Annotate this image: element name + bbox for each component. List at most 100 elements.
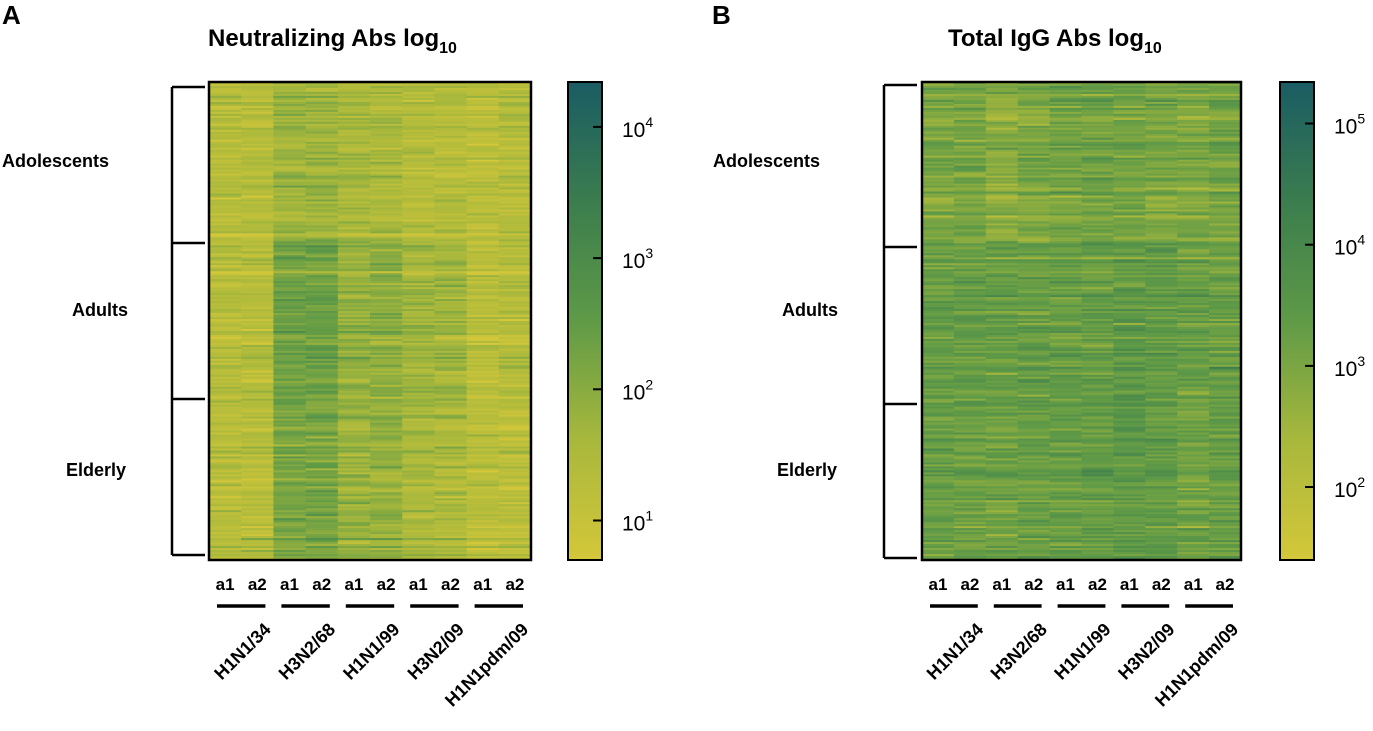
heatmap-cell [209, 396, 242, 400]
heatmap-cell [1177, 99, 1210, 103]
heatmap-cell [922, 530, 955, 533]
heatmap-cell [1113, 358, 1146, 362]
heatmap-cell [305, 398, 339, 402]
heatmap-cell [370, 368, 403, 372]
heatmap-cell [273, 83, 307, 87]
heatmap-cell [305, 390, 339, 394]
heatmap-cell [498, 217, 532, 221]
heatmap-cell [370, 554, 403, 557]
heatmap-cell [953, 466, 987, 469]
heatmap-cell [241, 524, 274, 527]
heatmap-cell [1081, 319, 1114, 322]
heatmap-cell [434, 85, 468, 89]
heatmap-cell [1209, 167, 1242, 171]
heatmap-cell [305, 285, 339, 288]
heatmap-cell [337, 344, 371, 348]
heatmap-cell [1049, 321, 1083, 324]
heatmap-cell [1113, 492, 1146, 495]
heatmap-cell [1049, 414, 1083, 418]
heatmap-cell [1145, 125, 1178, 129]
heatmap-cell [1209, 265, 1242, 268]
heatmap-cell [953, 460, 987, 464]
heatmap-cell [1209, 115, 1242, 119]
heatmap-cell [922, 480, 955, 483]
heatmap-cell [1017, 450, 1051, 454]
column-label: a2 [248, 575, 267, 594]
heatmap-cell [498, 358, 532, 362]
heatmap-cell [985, 332, 1019, 336]
heatmap-cell [337, 328, 371, 332]
heatmap-cell [434, 95, 468, 99]
panel-a-column-labels: a1 a2 a1 a2 a1 a2 a1 a2 a1 a2 [216, 575, 525, 594]
heatmap-cell [1049, 334, 1083, 338]
heatmap-cell [985, 498, 1019, 501]
heatmap-cell [985, 163, 1019, 167]
heatmap-cell [1145, 454, 1178, 458]
heatmap-cell [305, 297, 339, 300]
heatmap-cell [1017, 344, 1051, 348]
heatmap-cell [922, 368, 955, 372]
heatmap-cell [370, 205, 403, 209]
heatmap-cell [1081, 492, 1114, 495]
heatmap-cell [209, 82, 242, 85]
heatmap-cell [1209, 205, 1242, 209]
heatmap-cell [209, 123, 242, 127]
heatmap-cell [922, 299, 955, 302]
heatmap-cell [1113, 542, 1146, 545]
heatmap-cell [1177, 442, 1210, 446]
heatmap-cell [985, 193, 1019, 197]
heatmap-cell [402, 293, 435, 296]
heatmap-cell [1049, 309, 1083, 312]
heatmap-cell [1049, 203, 1083, 207]
heatmap-cell [1145, 428, 1178, 432]
heatmap-cell [273, 277, 307, 280]
heatmap-cell [985, 321, 1019, 324]
heatmap-cell [466, 145, 500, 149]
heatmap-cell [241, 428, 274, 432]
heatmap-cell [985, 396, 1019, 400]
heatmap-cell [273, 458, 307, 462]
heatmap-cell [985, 287, 1019, 290]
heatmap-cell [1209, 522, 1242, 525]
heatmap-cell [434, 233, 468, 236]
heatmap-cell [370, 179, 403, 183]
heatmap-cell [498, 378, 532, 382]
heatmap-cell [1209, 82, 1242, 85]
heatmap-cell [1081, 249, 1114, 252]
heatmap-cell [1113, 488, 1146, 491]
heatmap-cell [922, 456, 955, 460]
heatmap-cell [953, 456, 987, 460]
heatmap-cell [434, 500, 468, 503]
heatmap-cell [209, 356, 242, 360]
heatmap-cell [241, 149, 274, 153]
heatmap-cell [1177, 394, 1210, 398]
heatmap-cell [1209, 171, 1242, 175]
heatmap-cell [273, 336, 307, 340]
heatmap-cell [337, 143, 371, 147]
heatmap-cell [370, 129, 403, 133]
heatmap-cell [1017, 542, 1051, 545]
heatmap-cell [370, 528, 403, 531]
heatmap-cell [1209, 534, 1242, 537]
heatmap-cell [1081, 133, 1114, 137]
heatmap-cell [337, 324, 371, 328]
heatmap-cell [370, 372, 403, 376]
heatmap-cell [305, 504, 339, 507]
heatmap-cell [305, 293, 339, 296]
heatmap-cell [1049, 424, 1083, 428]
heatmap-cell [1145, 113, 1178, 117]
heatmap-cell [209, 492, 242, 495]
heatmap-cell [273, 452, 307, 456]
heatmap-cell [1177, 145, 1210, 149]
heatmap-cell [1145, 271, 1178, 274]
heatmap-cell [434, 183, 468, 187]
heatmap-cell [434, 135, 468, 139]
heatmap-cell [370, 446, 403, 450]
heatmap-cell [498, 203, 532, 207]
heatmap-cell [1049, 273, 1083, 276]
heatmap-cell [466, 550, 500, 553]
heatmap-cell [466, 540, 500, 543]
heatmap-cell [241, 193, 274, 197]
heatmap-cell [370, 155, 403, 159]
heatmap-cell [922, 243, 955, 246]
